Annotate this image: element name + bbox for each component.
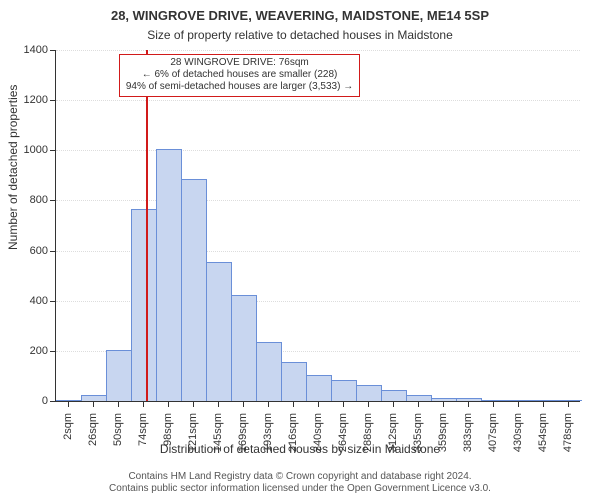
- y-tick-label: 200: [30, 345, 48, 357]
- x-tick: [243, 401, 244, 407]
- x-tick: [368, 401, 369, 407]
- x-tick: [218, 401, 219, 407]
- callout-line-2: ← 6% of detached houses are smaller (228…: [126, 69, 353, 81]
- histogram-bar: [331, 380, 357, 401]
- histogram-bar: [306, 375, 332, 401]
- y-axis-label: Number of detached properties: [6, 85, 20, 250]
- x-tick: [568, 401, 569, 407]
- footnote: Contains HM Land Registry data © Crown c…: [0, 471, 600, 494]
- y-tick-label: 600: [30, 245, 48, 257]
- histogram-bar: [530, 400, 556, 401]
- x-tick: [418, 401, 419, 407]
- histogram-bar: [481, 400, 507, 401]
- x-tick: [493, 401, 494, 407]
- x-tick: [118, 401, 119, 407]
- callout-line-3: 94% of semi-detached houses are larger (…: [126, 81, 353, 93]
- y-tick: [50, 100, 56, 101]
- x-tick: [343, 401, 344, 407]
- histogram-bar: [106, 350, 132, 401]
- chart-title: 28, WINGROVE DRIVE, WEAVERING, MAIDSTONE…: [0, 8, 600, 23]
- y-tick: [50, 50, 56, 51]
- chart-figure: { "title": "28, WINGROVE DRIVE, WEAVERIN…: [0, 0, 600, 500]
- histogram-bar: [555, 400, 581, 401]
- footnote-line-2: Contains public sector information licen…: [0, 483, 600, 495]
- x-tick: [443, 401, 444, 407]
- y-tick: [50, 200, 56, 201]
- gridline: [56, 100, 580, 101]
- x-tick: [293, 401, 294, 407]
- footnote-line-1: Contains HM Land Registry data © Crown c…: [0, 471, 600, 483]
- histogram-bar: [506, 400, 532, 401]
- y-tick: [50, 401, 56, 402]
- gridline: [56, 200, 580, 201]
- y-tick-label: 400: [30, 295, 48, 307]
- x-tick: [268, 401, 269, 407]
- x-tick: [318, 401, 319, 407]
- marker-callout: 28 WINGROVE DRIVE: 76sqm ← 6% of detache…: [119, 54, 360, 97]
- x-tick: [143, 401, 144, 407]
- histogram-bar: [181, 179, 207, 401]
- x-tick: [518, 401, 519, 407]
- histogram-bar: [281, 362, 307, 401]
- y-tick-label: 800: [30, 194, 48, 206]
- plot-area: 02004006008001000120014002sqm26sqm50sqm7…: [55, 50, 580, 402]
- y-tick-label: 0: [42, 395, 48, 407]
- histogram-bar: [356, 385, 382, 401]
- x-tick: [393, 401, 394, 407]
- histogram-bar: [156, 149, 182, 401]
- callout-line-1: 28 WINGROVE DRIVE: 76sqm: [126, 57, 353, 69]
- x-tick: [468, 401, 469, 407]
- x-tick: [543, 401, 544, 407]
- histogram-bar: [231, 295, 257, 401]
- y-tick-label: 1200: [24, 94, 48, 106]
- histogram-bar: [456, 398, 482, 402]
- chart-subtitle: Size of property relative to detached ho…: [0, 28, 600, 42]
- x-tick: [68, 401, 69, 407]
- y-tick: [50, 150, 56, 151]
- gridline: [56, 150, 580, 151]
- y-tick-label: 1000: [24, 144, 48, 156]
- x-tick: [93, 401, 94, 407]
- x-axis-label: Distribution of detached houses by size …: [0, 442, 600, 456]
- histogram-bar: [206, 262, 232, 401]
- marker-line: [146, 50, 148, 401]
- gridline: [56, 50, 580, 51]
- histogram-bar: [431, 398, 457, 402]
- y-tick: [50, 351, 56, 352]
- histogram-bar: [406, 395, 432, 401]
- x-tick-label: 2sqm: [62, 413, 74, 440]
- x-tick: [193, 401, 194, 407]
- y-tick: [50, 301, 56, 302]
- histogram-bar: [256, 342, 282, 401]
- histogram-bar: [131, 209, 157, 401]
- histogram-bar: [381, 390, 407, 401]
- x-tick: [168, 401, 169, 407]
- y-tick: [50, 251, 56, 252]
- y-tick-label: 1400: [24, 44, 48, 56]
